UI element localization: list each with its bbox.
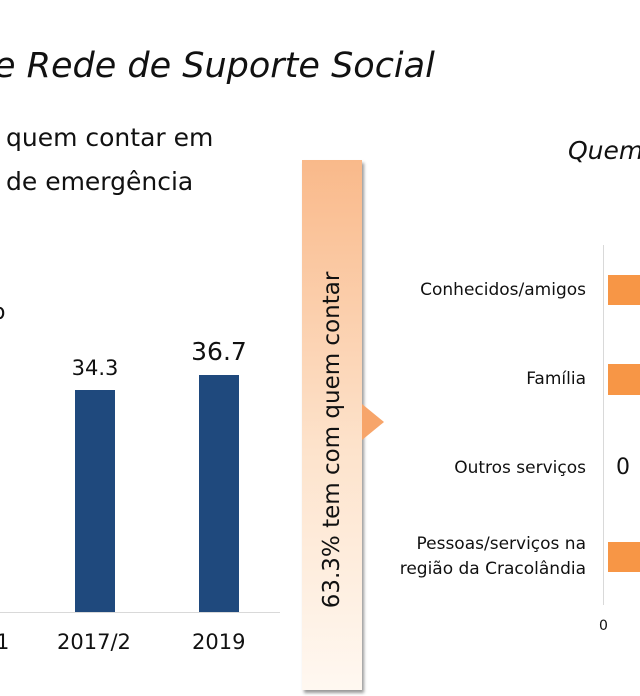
bar — [608, 542, 640, 572]
data-label: o — [0, 300, 5, 325]
callout-box — [302, 160, 362, 690]
x-tick-label: 1 — [0, 630, 10, 654]
data-label: 34.3 — [71, 356, 119, 381]
bar — [199, 374, 239, 612]
subtitle-line: de emergência — [6, 167, 194, 196]
bar — [608, 275, 640, 305]
slide-title: e Rede de Suporte Social — [0, 46, 435, 86]
y-tick-label: Pessoas/serviços na região da Cracolândi… — [399, 534, 586, 579]
data-label: 0 — [616, 455, 630, 480]
x-tick-label: 0 — [599, 618, 608, 634]
chart-subtitle: quem contar em de emergência — [6, 116, 213, 204]
subtitle-line: quem contar em — [6, 123, 214, 152]
callout-text: 63.3% tem com quem contar — [319, 271, 345, 609]
y-tick-label: Família — [526, 369, 586, 389]
x-tick-label: 2019 — [192, 630, 246, 654]
data-label: 36.7 — [191, 336, 247, 366]
x-tick-label: 2017/2 — [57, 630, 131, 654]
x-axis-line — [0, 612, 280, 613]
bar — [75, 390, 115, 612]
y-axis-line — [603, 245, 604, 605]
right-chart-title: Quem — [568, 136, 640, 165]
y-tick-label: Conhecidos/amigos — [420, 280, 586, 300]
y-tick-label: Outros serviços — [454, 458, 586, 478]
arrow-right-icon — [362, 404, 384, 440]
bar — [608, 364, 640, 395]
